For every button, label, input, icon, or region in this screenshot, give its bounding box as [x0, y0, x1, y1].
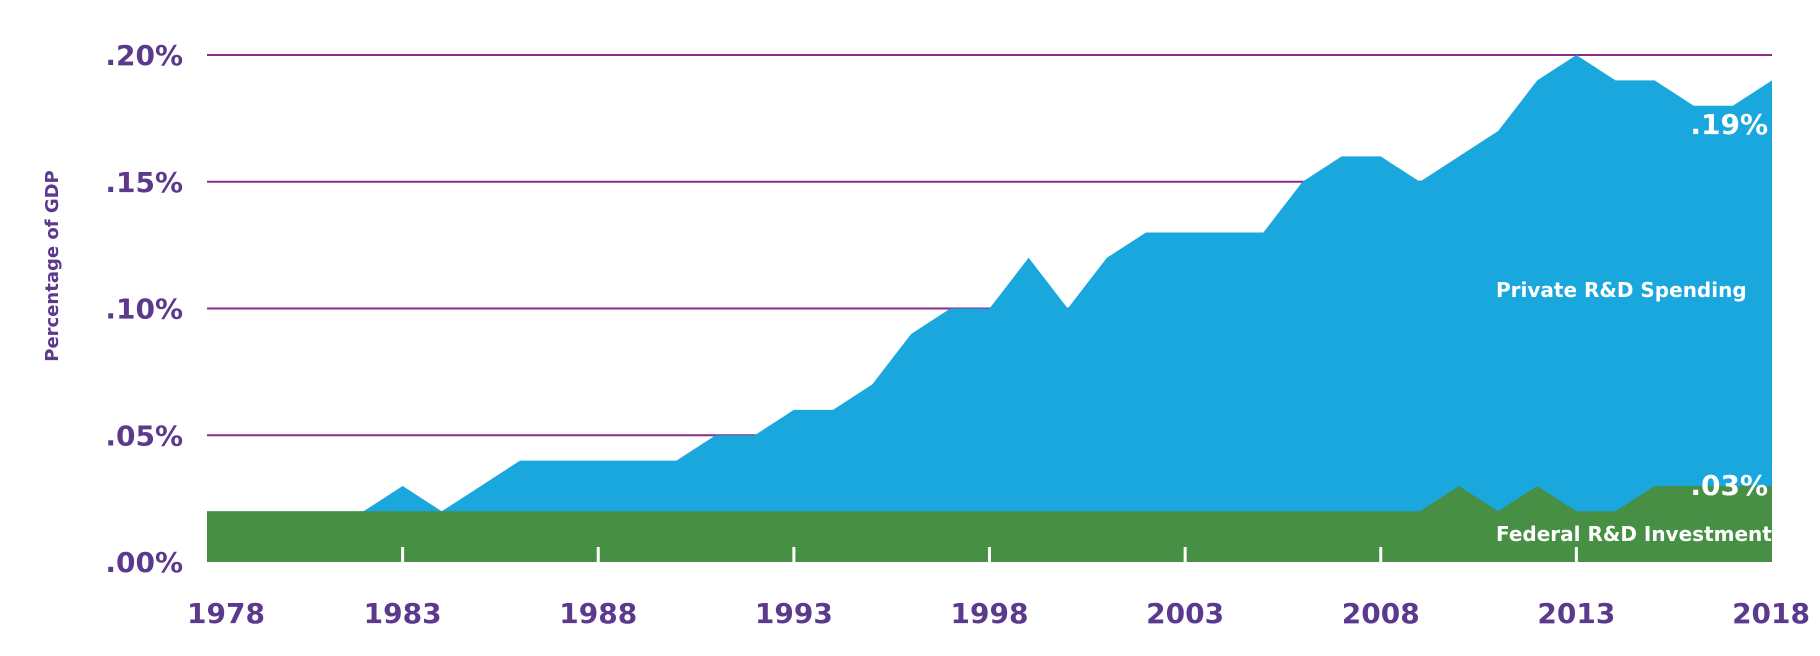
y-tick-label: .20%: [105, 39, 183, 72]
y-tick-label: .00%: [105, 546, 183, 579]
y-tick-label: .05%: [105, 419, 183, 452]
y-tick-label: .10%: [105, 293, 183, 326]
series-area-private: [207, 55, 1772, 562]
end-value-private: .19%: [1690, 108, 1768, 141]
x-tick-labels: 1978 1983 1988 1993 1998 2003 2008 2013 2018: [187, 597, 1810, 630]
x-tick-marks: [401, 547, 1578, 562]
series-label-private: Private R&D Spending: [1496, 278, 1747, 302]
x-tick-label: 1988: [559, 597, 637, 630]
x-tick-label: 2018: [1732, 597, 1810, 630]
x-tick-label: 1998: [951, 597, 1029, 630]
x-tick-label: 2003: [1146, 597, 1224, 630]
y-tick-label: .15%: [105, 166, 183, 199]
x-tick-label: 1978: [187, 597, 265, 630]
y-axis-title: Percentage of GDP: [42, 170, 63, 361]
series-labels: Private R&D Spending Federal R&D Investme…: [1496, 108, 1784, 546]
x-tick-label: 2013: [1537, 597, 1615, 630]
y-tick-labels: .00% .05% .10% .15% .20%: [105, 39, 183, 579]
x-tick-label: 2008: [1342, 597, 1420, 630]
x-tick-label: 1983: [364, 597, 442, 630]
end-value-federal: .03%: [1690, 469, 1768, 502]
series-label-federal: Federal R&D Investments: [1496, 522, 1784, 546]
series-area-federal: [207, 485, 1772, 562]
x-tick-label: 1993: [755, 597, 833, 630]
series-areas: [207, 55, 1772, 562]
